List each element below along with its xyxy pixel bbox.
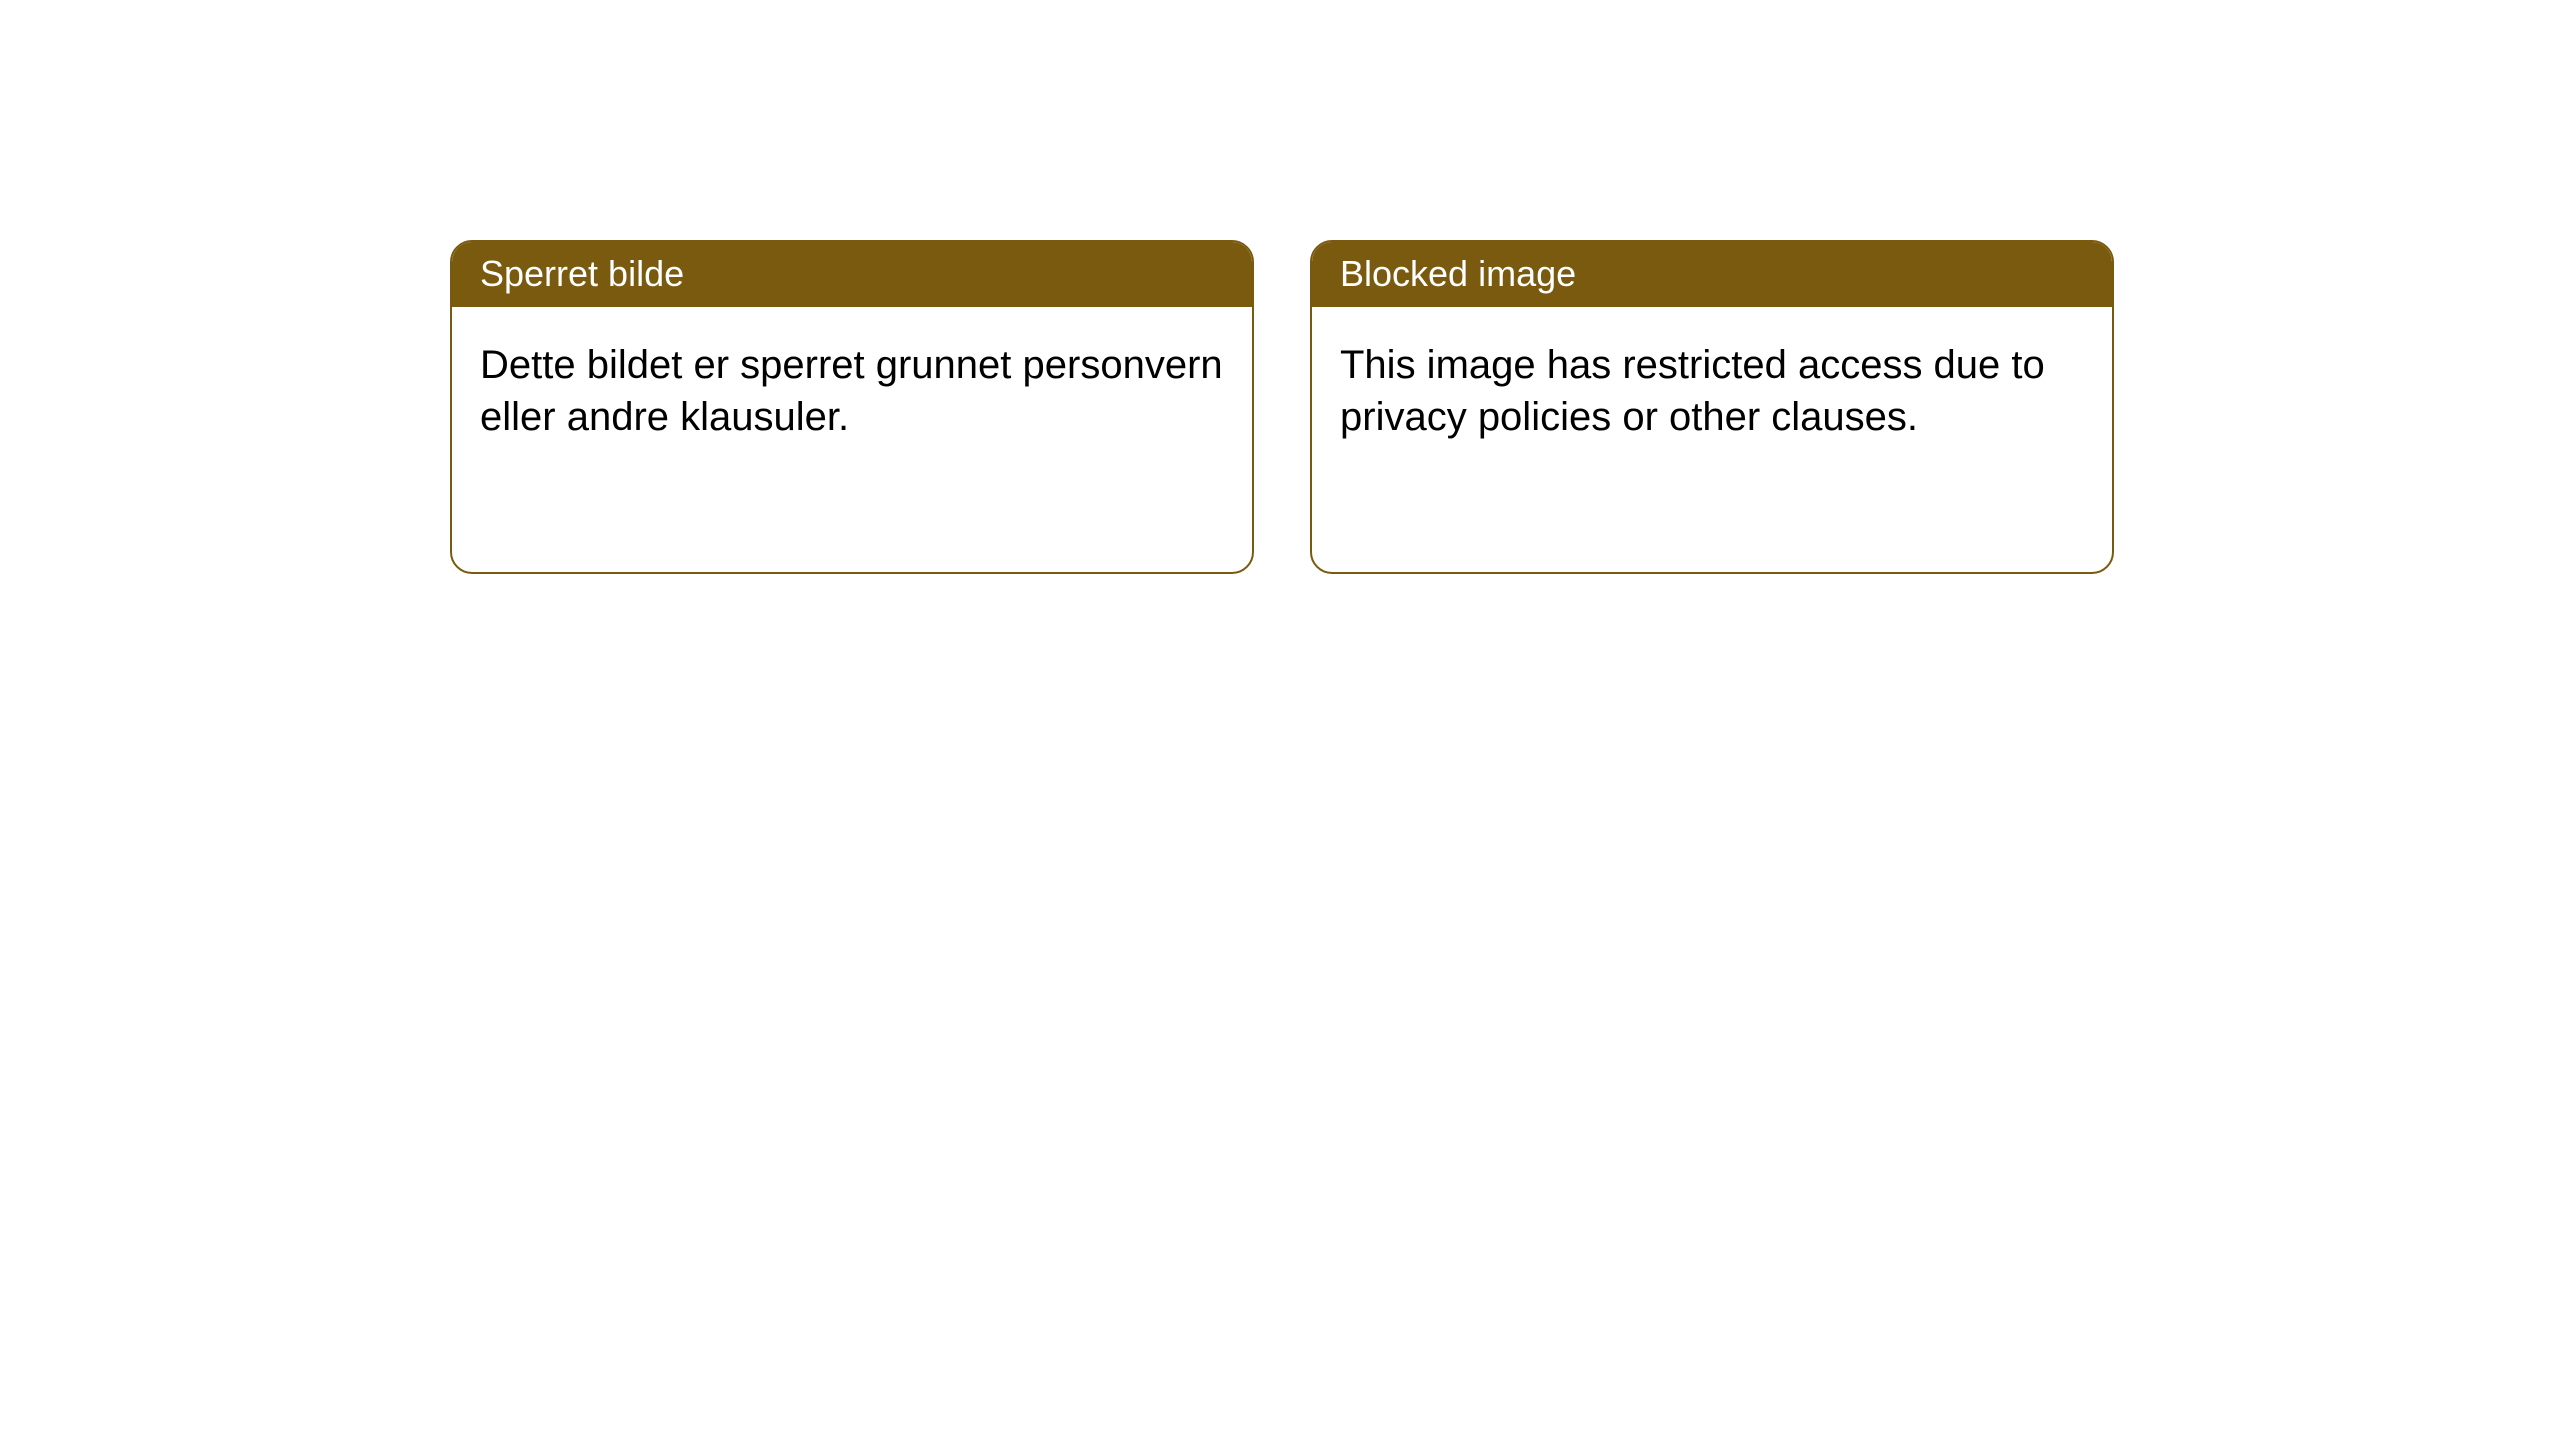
notice-body-text: This image has restricted access due to … [1340, 343, 2045, 439]
notice-container: Sperret bilde Dette bildet er sperret gr… [450, 240, 2114, 574]
notice-card-english: Blocked image This image has restricted … [1310, 240, 2114, 574]
notice-header: Blocked image [1312, 242, 2112, 307]
notice-card-norwegian: Sperret bilde Dette bildet er sperret gr… [450, 240, 1254, 574]
notice-header: Sperret bilde [452, 242, 1252, 307]
notice-body: Dette bildet er sperret grunnet personve… [452, 307, 1252, 475]
notice-body-text: Dette bildet er sperret grunnet personve… [480, 343, 1223, 439]
notice-body: This image has restricted access due to … [1312, 307, 2112, 475]
notice-title: Sperret bilde [480, 253, 684, 294]
notice-title: Blocked image [1340, 253, 1576, 294]
